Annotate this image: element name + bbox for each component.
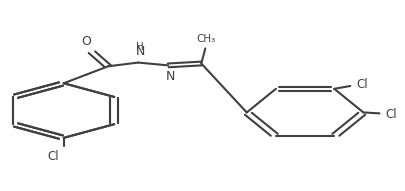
Text: Cl: Cl (356, 78, 368, 91)
Text: CH₃: CH₃ (196, 34, 216, 44)
Text: N: N (166, 70, 175, 83)
Text: Cl: Cl (48, 150, 60, 163)
Text: O: O (81, 36, 91, 49)
Text: H: H (136, 42, 144, 52)
Text: Cl: Cl (386, 108, 397, 121)
Text: N: N (135, 45, 145, 58)
